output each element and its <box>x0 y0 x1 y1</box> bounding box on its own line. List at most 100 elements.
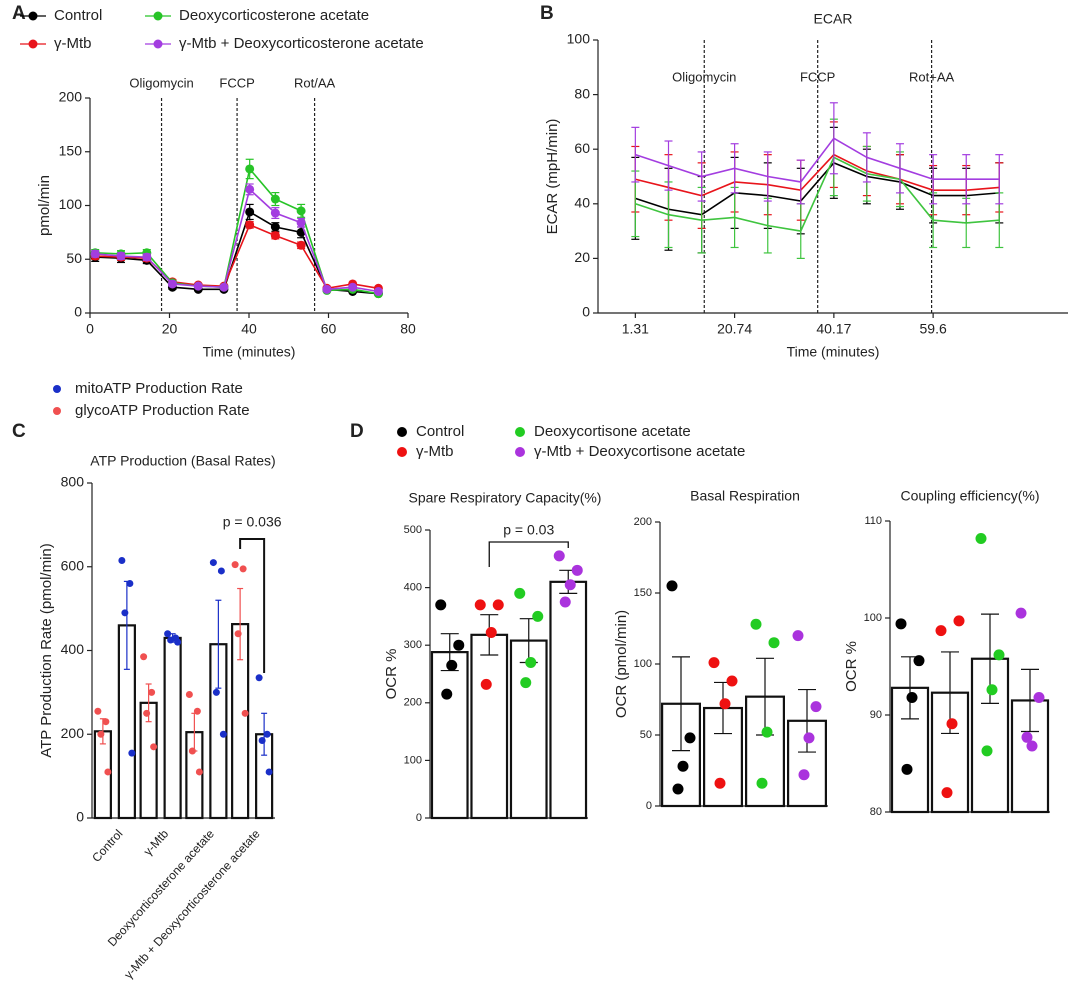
data-point <box>946 718 958 730</box>
data-point <box>485 627 497 639</box>
chart-title: Basal Respiration <box>690 488 800 504</box>
legend-marker <box>153 39 163 49</box>
data-point <box>514 587 526 599</box>
data-point <box>209 559 217 567</box>
data-point <box>941 787 953 799</box>
data-point <box>90 249 100 259</box>
data-point <box>792 630 804 642</box>
legend-marker <box>397 447 407 457</box>
data-point <box>756 777 768 789</box>
y-tick-label: 0 <box>74 304 82 320</box>
y-axis-label: ECAR (mpH/min) <box>544 119 561 235</box>
y-tick-label: 600 <box>61 557 85 573</box>
x-tick-label: 80 <box>400 321 416 337</box>
x-tick-label: 40 <box>241 321 257 337</box>
data-point <box>750 618 762 630</box>
y-tick-label: 100 <box>634 658 652 670</box>
y-tick-label: 80 <box>870 806 882 818</box>
data-point <box>148 688 156 696</box>
data-point <box>174 638 182 646</box>
y-tick-label: 100 <box>404 754 422 766</box>
data-point <box>245 164 255 174</box>
x-tick-label: 59.6 <box>920 321 947 337</box>
y-tick-label: 400 <box>404 582 422 594</box>
data-point <box>270 231 280 241</box>
data-point <box>217 567 225 575</box>
x-axis-label: Time (minutes) <box>203 344 296 360</box>
y-tick-label: 90 <box>870 709 882 721</box>
panel-letter: A <box>12 3 26 24</box>
legend-marker <box>53 385 61 393</box>
data-point <box>480 678 492 690</box>
data-point <box>975 532 987 544</box>
data-point <box>296 206 306 216</box>
data-point <box>263 730 271 738</box>
significance-label: p = 0.036 <box>223 514 282 530</box>
data-point <box>901 763 913 775</box>
y-tick-label: 50 <box>640 729 652 741</box>
y-tick-label: 300 <box>404 639 422 651</box>
data-point <box>150 743 158 751</box>
data-point <box>1033 692 1045 704</box>
y-tick-label: 110 <box>864 515 882 527</box>
data-point <box>193 281 203 291</box>
injection-label: Rot/AA <box>294 75 336 90</box>
legend-marker <box>515 447 525 457</box>
significance-bracket <box>239 538 266 673</box>
legend-label: mitoATP Production Rate <box>75 380 243 397</box>
series-line <box>635 161 1000 216</box>
legend-marker <box>397 427 407 437</box>
data-point <box>726 675 738 687</box>
data-point <box>270 222 280 232</box>
bar <box>470 633 509 820</box>
data-point <box>128 749 136 757</box>
x-tick-label: 60 <box>321 321 337 337</box>
data-point <box>953 615 965 627</box>
data-point <box>231 561 239 569</box>
series-line <box>635 156 1000 232</box>
data-point <box>453 639 465 651</box>
data-point <box>446 659 458 671</box>
data-point <box>245 184 255 194</box>
y-tick-label: 400 <box>61 641 85 657</box>
data-point <box>677 760 689 772</box>
x-tick-label: 0 <box>86 321 94 337</box>
data-point <box>241 709 249 717</box>
data-point <box>913 655 925 667</box>
panel-letter: D <box>350 421 364 442</box>
data-point <box>104 768 112 776</box>
y-tick-label: 50 <box>66 250 82 266</box>
x-tick-label: Control <box>89 827 125 865</box>
y-tick-label: 0 <box>582 304 590 320</box>
chart-title: ATP Production (Basal Rates) <box>90 453 275 469</box>
y-tick-label: 0 <box>646 800 652 812</box>
legend-marker <box>153 11 163 21</box>
y-axis-label: OCR % <box>383 649 400 700</box>
chart-title: Spare Respiratory Capacity(%) <box>409 490 602 506</box>
data-point <box>798 769 810 781</box>
data-point <box>986 684 998 696</box>
data-point <box>322 284 332 294</box>
legend-marker <box>515 427 525 437</box>
legend-marker <box>28 39 38 49</box>
data-point <box>245 207 255 217</box>
data-point <box>167 279 177 289</box>
series-line <box>635 153 1000 197</box>
legend-label: Deoxycortisone acetate <box>534 423 691 440</box>
data-point <box>270 208 280 218</box>
data-point <box>270 194 280 204</box>
y-tick-label: 100 <box>864 612 882 624</box>
legend-label: γ-Mtb <box>416 443 454 460</box>
data-point <box>803 732 815 744</box>
data-point <box>296 218 306 228</box>
data-point <box>810 701 822 713</box>
y-tick-label: 500 <box>404 524 422 536</box>
legend-label: glycoATP Production Rate <box>75 402 250 419</box>
data-point <box>571 564 583 576</box>
data-point <box>532 610 544 622</box>
data-point <box>714 777 726 789</box>
data-point <box>1021 731 1033 743</box>
bar <box>430 651 469 820</box>
data-point <box>435 599 447 611</box>
